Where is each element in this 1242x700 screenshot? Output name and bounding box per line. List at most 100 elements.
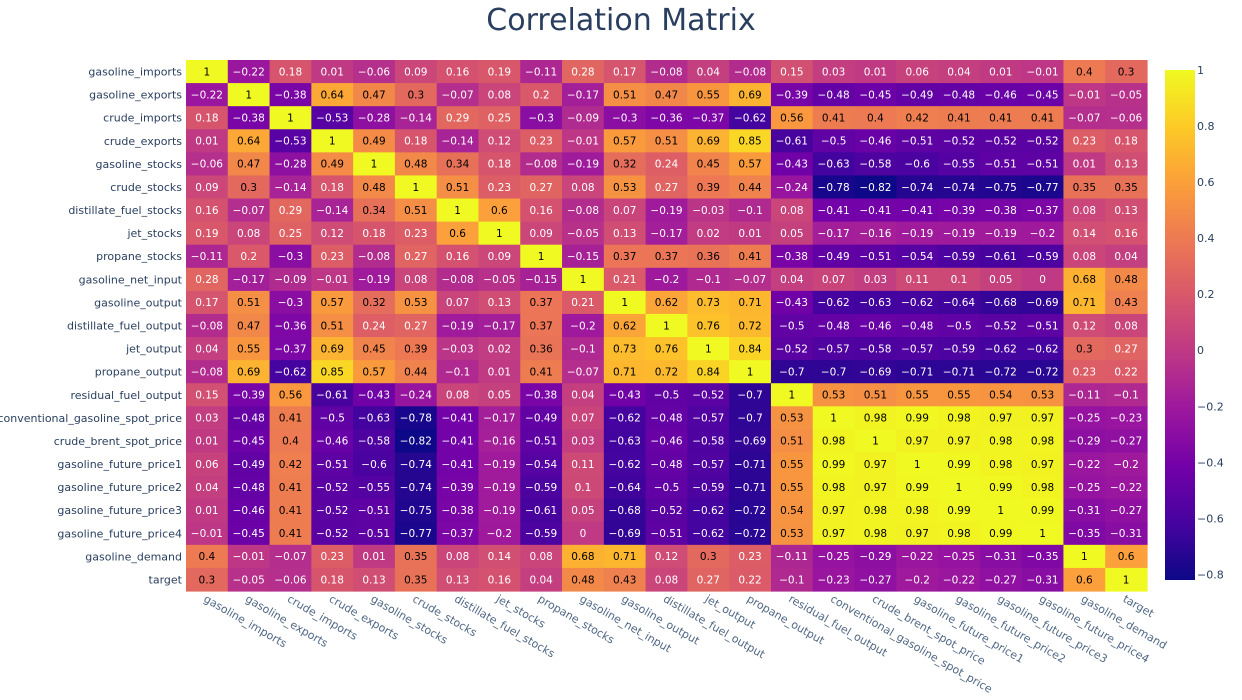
heatmap-cell[interactable] — [394, 313, 438, 338]
heatmap-cell[interactable] — [394, 198, 438, 223]
heatmap-cell[interactable] — [478, 198, 521, 223]
heatmap-cell[interactable] — [896, 290, 939, 315]
heatmap-cell[interactable] — [1021, 313, 1065, 338]
heatmap-cell[interactable] — [311, 544, 354, 569]
heatmap-cell[interactable] — [729, 429, 772, 454]
heatmap-cell[interactable] — [729, 521, 772, 546]
heatmap-cell[interactable] — [311, 337, 354, 361]
heatmap-cell[interactable] — [812, 452, 856, 477]
heatmap-cell[interactable] — [353, 152, 396, 177]
heatmap-cell[interactable] — [687, 313, 730, 338]
heatmap-cell[interactable] — [812, 544, 856, 569]
heatmap-cell[interactable] — [394, 290, 438, 315]
heatmap-cell[interactable] — [896, 129, 939, 153]
heatmap-cell[interactable] — [645, 313, 688, 338]
heatmap-cell[interactable] — [979, 175, 1023, 200]
heatmap-cell[interactable] — [227, 290, 271, 315]
heatmap-cell[interactable] — [1021, 406, 1065, 430]
heatmap-cell[interactable] — [520, 106, 563, 130]
heatmap-cell[interactable] — [1063, 106, 1106, 130]
heatmap-cell[interactable] — [227, 175, 271, 200]
heatmap-cell[interactable] — [603, 429, 647, 454]
heatmap-cell[interactable] — [394, 406, 438, 430]
heatmap-cell[interactable] — [938, 152, 981, 177]
heatmap-cell[interactable] — [436, 313, 480, 338]
heatmap-cell[interactable] — [520, 337, 563, 361]
heatmap-cell[interactable] — [562, 360, 605, 384]
heatmap-cell[interactable] — [729, 337, 772, 361]
heatmap-cell[interactable] — [812, 198, 856, 223]
heatmap-cell[interactable] — [687, 406, 730, 430]
heatmap-cell[interactable] — [729, 544, 772, 569]
heatmap-cell[interactable] — [227, 406, 271, 430]
heatmap-cell[interactable] — [938, 221, 981, 246]
heatmap-cell[interactable] — [770, 106, 814, 130]
heatmap-cell[interactable] — [979, 429, 1023, 454]
heatmap-cell[interactable] — [979, 360, 1023, 384]
heatmap-cell[interactable] — [478, 60, 521, 84]
heatmap-cell[interactable] — [979, 475, 1023, 500]
heatmap-cell[interactable] — [478, 383, 521, 407]
heatmap-cell[interactable] — [812, 383, 856, 407]
heatmap-cell[interactable] — [979, 83, 1023, 107]
heatmap-cell[interactable] — [311, 152, 354, 177]
heatmap-cell[interactable] — [1105, 383, 1148, 407]
heatmap-cell[interactable] — [645, 452, 688, 477]
heatmap-cell[interactable] — [394, 498, 438, 523]
heatmap-cell[interactable] — [186, 267, 229, 292]
heatmap-cell[interactable] — [854, 521, 897, 546]
heatmap-cell[interactable] — [1063, 152, 1106, 177]
heatmap-cell[interactable] — [562, 290, 605, 315]
heatmap-cell[interactable] — [186, 313, 229, 338]
heatmap-cell[interactable] — [394, 83, 438, 107]
heatmap-cell[interactable] — [520, 129, 563, 153]
heatmap-cell[interactable] — [186, 244, 229, 269]
heatmap-cell[interactable] — [562, 129, 605, 153]
heatmap-cell[interactable] — [436, 106, 480, 130]
heatmap-cell[interactable] — [353, 475, 396, 500]
heatmap-cell[interactable] — [1021, 152, 1065, 177]
heatmap-cell[interactable] — [896, 475, 939, 500]
heatmap-cell[interactable] — [938, 475, 981, 500]
heatmap-cell[interactable] — [394, 383, 438, 407]
heatmap-cell[interactable] — [979, 337, 1023, 361]
heatmap-cell[interactable] — [436, 175, 480, 200]
heatmap-cell[interactable] — [1021, 244, 1065, 269]
heatmap-cell[interactable] — [770, 383, 814, 407]
heatmap-cell[interactable] — [394, 60, 438, 84]
heatmap-cell[interactable] — [938, 544, 981, 569]
heatmap-cell[interactable] — [186, 175, 229, 200]
heatmap-cell[interactable] — [1105, 175, 1148, 200]
heatmap-cell[interactable] — [1105, 452, 1148, 477]
heatmap-cell[interactable] — [227, 60, 271, 84]
heatmap-cell[interactable] — [311, 313, 354, 338]
heatmap-cell[interactable] — [603, 452, 647, 477]
heatmap-cell[interactable] — [562, 221, 605, 246]
heatmap-cell[interactable] — [227, 475, 271, 500]
heatmap-cell[interactable] — [269, 544, 312, 569]
heatmap-cell[interactable] — [311, 221, 354, 246]
heatmap-cell[interactable] — [478, 106, 521, 130]
heatmap-cell[interactable] — [394, 267, 438, 292]
heatmap-cell[interactable] — [1021, 475, 1065, 500]
heatmap-cell[interactable] — [645, 152, 688, 177]
heatmap-cell[interactable] — [812, 567, 856, 592]
heatmap-cell[interactable] — [186, 152, 229, 177]
heatmap-cell[interactable] — [770, 406, 814, 430]
heatmap-cell[interactable] — [1063, 267, 1106, 292]
heatmap-cell[interactable] — [1105, 83, 1148, 107]
heatmap-cell[interactable] — [520, 383, 563, 407]
heatmap-cell[interactable] — [1105, 337, 1148, 361]
heatmap-cell[interactable] — [603, 175, 647, 200]
heatmap-cell[interactable] — [478, 337, 521, 361]
heatmap-cell[interactable] — [520, 452, 563, 477]
heatmap-cell[interactable] — [603, 267, 647, 292]
heatmap-cell[interactable] — [1063, 221, 1106, 246]
heatmap-cell[interactable] — [1021, 498, 1065, 523]
heatmap-cell[interactable] — [729, 567, 772, 592]
heatmap-cell[interactable] — [478, 313, 521, 338]
heatmap-cell[interactable] — [227, 567, 271, 592]
heatmap-cell[interactable] — [854, 60, 897, 84]
heatmap-cell[interactable] — [353, 383, 396, 407]
heatmap-cell[interactable] — [269, 498, 312, 523]
